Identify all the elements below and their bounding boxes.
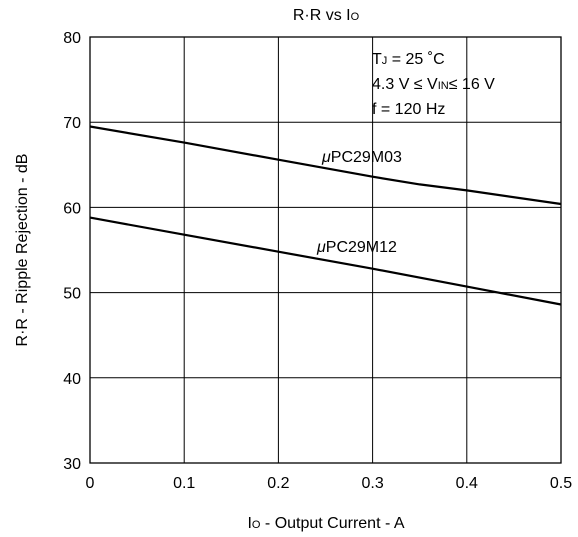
conditions-box: TJ = 25 ˚C 4.3 V ≤ VIN≤ 16 V f = 120 Hz [372, 51, 495, 118]
y-tick-label: 50 [63, 286, 81, 303]
x-tick-label: 0 [86, 475, 95, 492]
x-tick-label: 0.2 [267, 475, 289, 492]
series-line-upc29m12 [89, 216, 562, 306]
condition-temperature: TJ = 25 ˚C [372, 51, 445, 68]
y-tick-label: 30 [63, 456, 81, 473]
y-axis-label: R·R - Ripple Rejection - dB [14, 154, 31, 347]
series-label-upc29m12: μPC29M12 [316, 239, 397, 256]
x-tick-label: 0.3 [361, 475, 383, 492]
series-lines [89, 125, 562, 306]
series-line-upc29m03 [89, 125, 562, 206]
x-tick-label: 0.5 [550, 475, 572, 492]
tick-labels: 0 0.1 0.2 0.3 0.4 0.5 30 40 50 60 70 80 [63, 30, 572, 492]
x-axis-label: IO - Output Current - A [247, 515, 404, 532]
condition-frequency: f = 120 Hz [372, 101, 445, 118]
plot-frame [89, 36, 562, 464]
y-tick-label: 70 [63, 115, 81, 132]
grid-lines [90, 37, 561, 463]
x-tick-label: 0.1 [173, 475, 195, 492]
y-tick-label: 80 [63, 30, 81, 47]
y-tick-label: 40 [63, 371, 81, 388]
condition-input-voltage: 4.3 V ≤ VIN≤ 16 V [372, 76, 495, 93]
chart-title: R·R vs IO [293, 7, 360, 24]
y-tick-label: 60 [63, 200, 81, 217]
x-tick-label: 0.4 [456, 475, 478, 492]
series-label-upc29m03: μPC29M03 [321, 149, 402, 166]
